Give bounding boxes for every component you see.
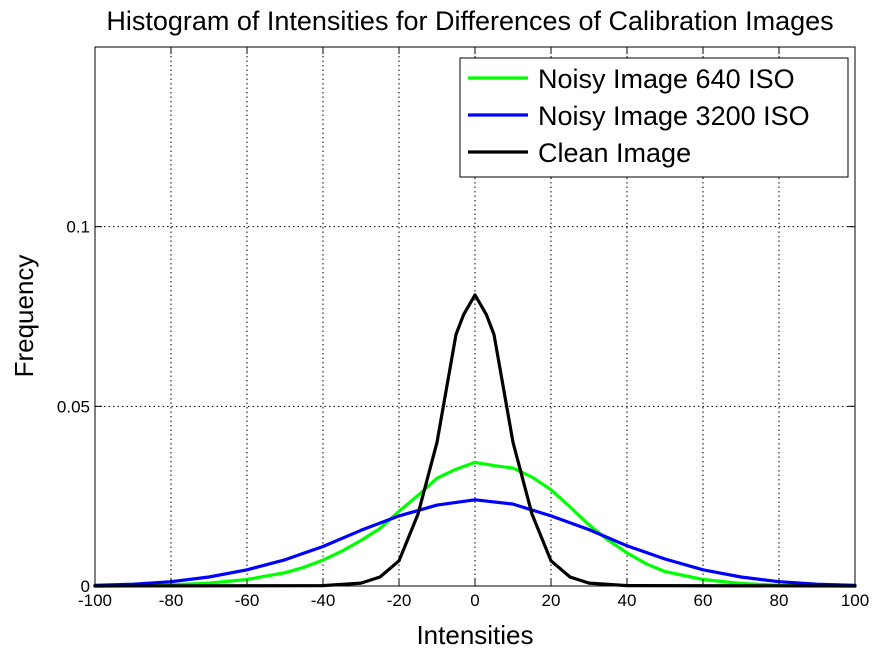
x-tick-label: -20 xyxy=(387,591,412,610)
x-tick-label: 60 xyxy=(694,591,713,610)
chart-title: Histogram of Intensities for Differences… xyxy=(106,6,833,36)
legend: Noisy Image 640 ISO Noisy Image 3200 ISO C… xyxy=(459,57,849,178)
legend-label-noisy-image-640-iso: Noisy Image 640 ISO xyxy=(538,64,795,94)
x-tick-label: -100 xyxy=(78,591,112,610)
grid-lines xyxy=(95,47,855,586)
axis-ticks: -100 -80 -60 -40 -20 0 20 40 60 80 100 0 0.05 0.1 xyxy=(57,47,869,610)
y-tick-label: 0.05 xyxy=(57,397,90,416)
x-axis-label: Intensities xyxy=(416,620,533,650)
y-axis-label: Frequency xyxy=(9,255,39,378)
x-tick-label: -40 xyxy=(311,591,336,610)
series-line-noisy-image-3200-iso xyxy=(93,498,857,587)
x-tick-label: 80 xyxy=(770,591,789,610)
legend-label-clean-image: Clean Image xyxy=(538,138,691,168)
x-tick-label: -80 xyxy=(159,591,184,610)
x-tick-label: 40 xyxy=(618,591,637,610)
x-tick-label: 20 xyxy=(542,591,561,610)
y-tick-label: 0 xyxy=(81,577,90,596)
legend-label-noisy-image-3200-iso: Noisy Image 3200 ISO xyxy=(538,101,810,131)
x-tick-label: 100 xyxy=(841,591,869,610)
series-line-noisy-image-640-iso xyxy=(93,460,857,588)
x-tick-label: 0 xyxy=(470,591,479,610)
data-series xyxy=(93,293,857,588)
series-line-clean-image xyxy=(93,293,857,588)
y-tick-label: 0.1 xyxy=(66,218,90,237)
x-tick-label: -60 xyxy=(235,591,260,610)
